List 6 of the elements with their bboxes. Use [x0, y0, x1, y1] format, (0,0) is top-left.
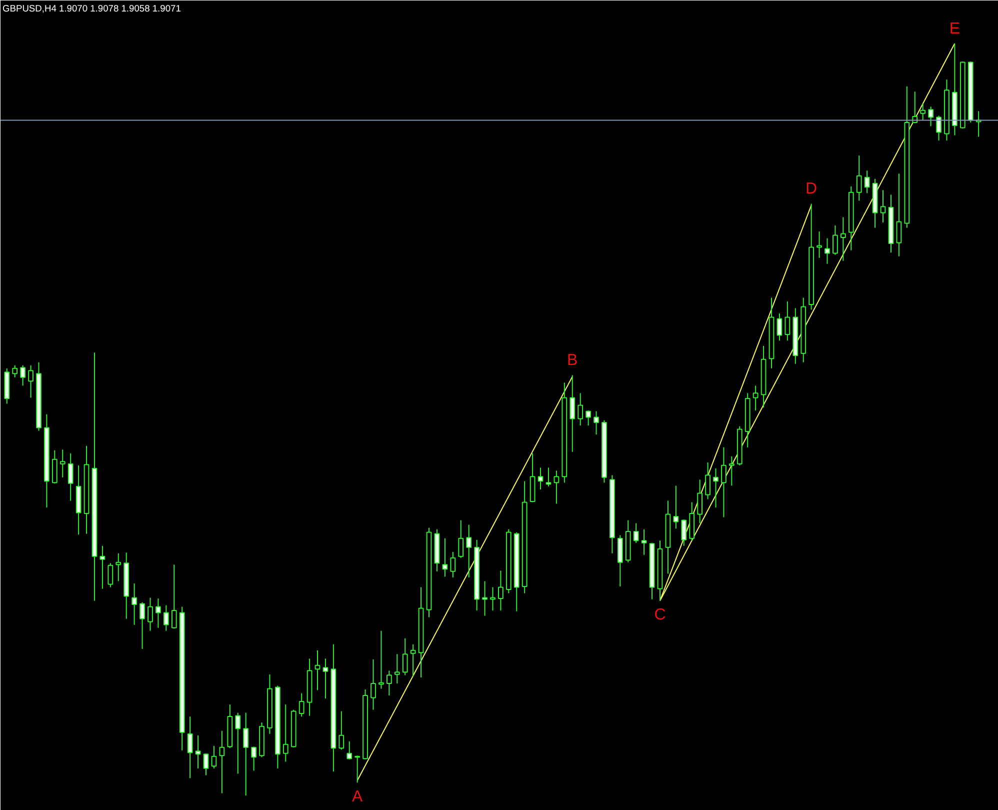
- annotation: A: [352, 788, 363, 806]
- annotation: B: [567, 352, 578, 370]
- annotation: C: [654, 606, 666, 624]
- annotation: D: [806, 180, 818, 198]
- chart-title: GBPUSD,H4 1.9070 1.9078 1.9058 1.9071: [2, 4, 181, 14]
- annotation: E: [949, 20, 960, 38]
